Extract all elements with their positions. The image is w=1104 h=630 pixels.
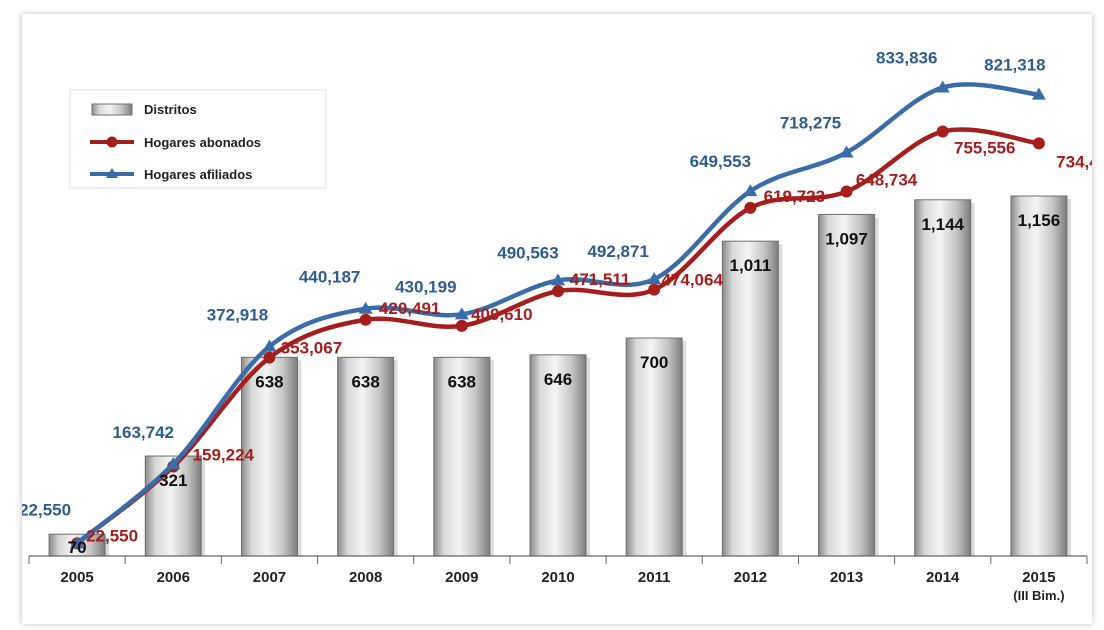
label-hogares-afiliados: 490,563	[497, 243, 558, 262]
bar-distritos-2010	[529, 354, 587, 557]
x-tick-label: 2009	[445, 569, 478, 586]
label-hogares-afiliados: 440,187	[299, 268, 360, 287]
bar-distritos-2011	[625, 337, 683, 557]
bar-distritos-2008	[337, 356, 395, 557]
bar-distritos-2009	[433, 356, 491, 557]
point-hogares-afiliados	[358, 301, 373, 314]
point-hogares-afiliados	[551, 273, 565, 286]
bar-value-label: 638	[255, 372, 283, 391]
label-hogares-abonados: 619,723	[764, 187, 825, 206]
point-hogares-abonados	[1032, 137, 1045, 150]
point-hogares-afiliados	[935, 80, 950, 93]
chart: 2005 2006 2007 2008 2009 2010 2011 2012 2013 2014…	[22, 49, 1092, 603]
label-hogares-abonados: 420,491	[379, 299, 440, 318]
point-hogares-abonados	[455, 319, 468, 332]
x-tick-label: 2006	[157, 569, 190, 586]
legend-label-hogares-abonados: Hogares abonados	[144, 135, 261, 150]
bar-value-label: 1,011	[730, 256, 772, 275]
point-hogares-afiliados	[454, 307, 469, 320]
legend-label-hogares-afiliados: Hogares afiliados	[144, 167, 252, 182]
legend-marker-circle	[106, 136, 118, 148]
x-tick-label: 2013	[830, 569, 863, 586]
label-hogares-afiliados: 372,918	[207, 305, 268, 324]
legend-label-distritos: Distritos	[144, 102, 197, 117]
bar-value-label: 1,097	[825, 229, 868, 248]
label-hogares-afiliados: 163,742	[113, 423, 174, 442]
x-tick-sublabel: (III Bim.)	[1013, 588, 1064, 603]
label-hogares-abonados: 648,734	[856, 171, 918, 190]
x-tick-label: 2010	[541, 569, 574, 586]
bar-value-label: 1,144	[921, 215, 964, 234]
point-hogares-abonados	[744, 201, 757, 214]
bar-value-label: 321	[159, 471, 187, 490]
label-hogares-abonados: 409,610	[471, 305, 532, 324]
label-hogares-abonados: 734,463	[1056, 152, 1092, 171]
bar-distritos-2014	[914, 199, 972, 557]
point-hogares-abonados	[840, 185, 853, 198]
point-hogares-abonados	[359, 313, 372, 326]
point-hogares-abonados	[648, 283, 661, 296]
label-hogares-abonados: 474,064	[661, 271, 723, 290]
bar-value-label: 1,156	[1018, 211, 1061, 230]
bar-value-label: 638	[448, 372, 476, 391]
label-hogares-afiliados: 649,553	[690, 152, 751, 171]
point-hogares-afiliados	[647, 272, 662, 285]
x-tick-label: 2008	[349, 569, 382, 586]
bar-value-label: 638	[351, 372, 379, 391]
point-hogares-afiliados	[743, 184, 758, 197]
chart-frame: 2005 2006 2007 2008 2009 2010 2011 2012 2013 2014…	[22, 14, 1092, 624]
bar-distritos-2013	[818, 213, 876, 557]
x-tick-label: 2007	[253, 569, 286, 586]
label-hogares-afiliados: 833,836	[876, 49, 937, 68]
x-tick-label: 2015	[1022, 569, 1055, 586]
label-hogares-abonados: 159,224	[193, 446, 255, 465]
legend-swatch-distritos	[91, 103, 133, 116]
label-hogares-afiliados: 718,275	[780, 113, 841, 132]
point-hogares-afiliados	[166, 457, 181, 470]
x-tick-label: 2012	[734, 569, 767, 586]
label-hogares-afiliados: 492,871	[587, 242, 648, 261]
label-hogares-abonados: 22,550	[86, 526, 138, 545]
bar-distritos-2015	[1010, 195, 1068, 557]
bar-value-label: 700	[640, 353, 668, 372]
label-hogares-afiliados: 22,550	[22, 500, 71, 519]
x-tick-label: 2011	[638, 569, 671, 586]
bar-value-label: 646	[544, 370, 572, 389]
legend: Distritos Hogares abonados Hogares afiliad…	[69, 89, 327, 189]
point-hogares-abonados	[936, 125, 949, 138]
point-hogares-abonados	[552, 285, 564, 298]
bar-distritos-2006	[144, 455, 202, 557]
label-hogares-abonados: 353,067	[281, 339, 342, 358]
bar-value-label: 70	[68, 538, 87, 557]
x-tick-label: 2005	[60, 569, 93, 586]
point-hogares-afiliados	[70, 536, 85, 549]
x-tick-label: 2014	[926, 569, 960, 586]
point-hogares-afiliados	[1031, 87, 1046, 100]
label-hogares-afiliados: 430,199	[395, 277, 456, 296]
label-hogares-abonados: 755,556	[954, 139, 1015, 158]
point-hogares-abonados	[263, 351, 276, 364]
legend-marker-triangle	[106, 168, 118, 178]
point-hogares-afiliados	[839, 145, 854, 158]
label-hogares-abonados: 471,511	[570, 270, 631, 289]
bar-distritos-2007	[240, 356, 298, 557]
label-hogares-afiliados: 821,318	[984, 56, 1045, 75]
point-hogares-afiliados	[262, 339, 277, 352]
bar-distritos-2012	[721, 240, 779, 557]
